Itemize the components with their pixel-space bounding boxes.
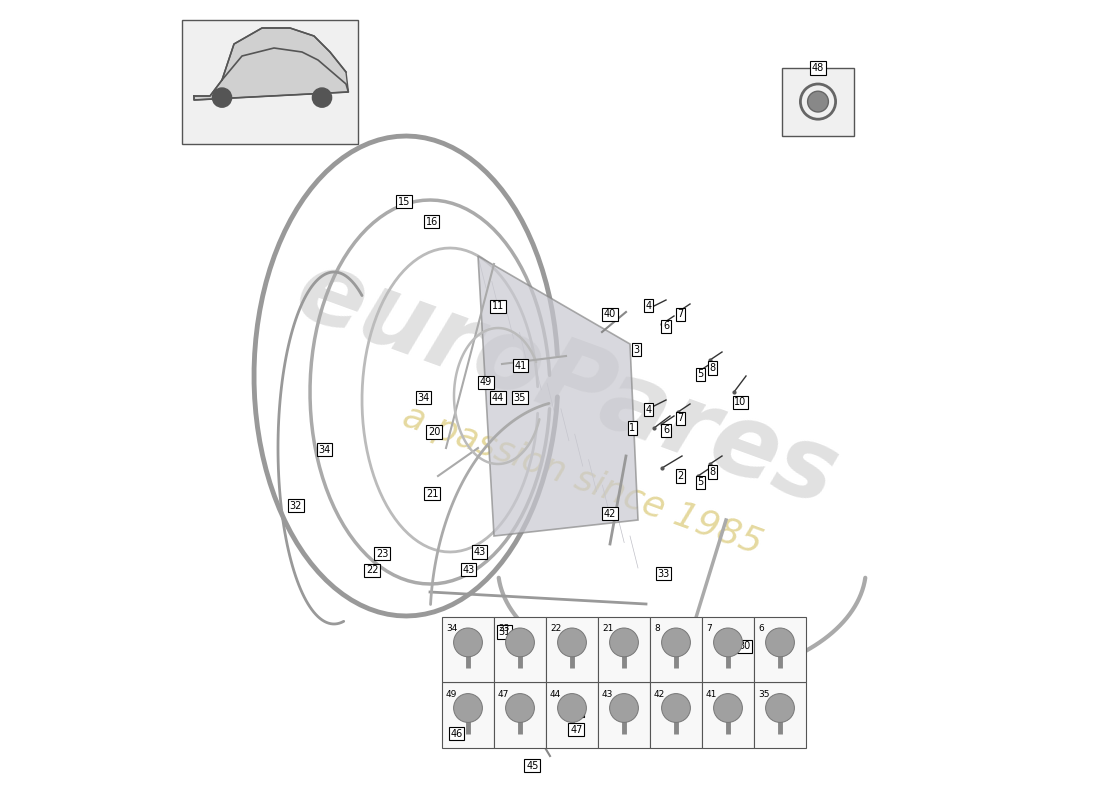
Text: 44: 44 <box>492 393 504 402</box>
Text: 5: 5 <box>697 370 704 379</box>
Text: 5: 5 <box>697 478 704 487</box>
Text: 44: 44 <box>550 690 561 698</box>
Text: 43: 43 <box>602 690 614 698</box>
Text: 34: 34 <box>318 445 330 454</box>
Text: 47: 47 <box>570 725 583 734</box>
Circle shape <box>453 694 483 722</box>
Text: 3: 3 <box>634 345 639 354</box>
Bar <box>442 617 494 682</box>
Bar <box>754 682 806 748</box>
Text: 47: 47 <box>570 706 583 715</box>
Text: 7: 7 <box>678 310 683 319</box>
Text: 30: 30 <box>738 642 750 651</box>
Text: 47: 47 <box>498 690 509 698</box>
Circle shape <box>212 88 232 107</box>
Circle shape <box>766 694 794 722</box>
Text: 23: 23 <box>498 624 509 633</box>
Bar <box>494 682 546 748</box>
Text: 16: 16 <box>426 217 438 226</box>
Text: 41: 41 <box>706 690 717 698</box>
Text: 31: 31 <box>498 627 510 637</box>
Bar <box>650 617 702 682</box>
Text: 35: 35 <box>758 690 770 698</box>
Text: 7: 7 <box>706 624 712 633</box>
Circle shape <box>453 628 483 657</box>
Text: 33: 33 <box>658 569 670 578</box>
Text: 35: 35 <box>514 393 526 402</box>
Circle shape <box>506 694 535 722</box>
Circle shape <box>714 694 742 722</box>
Text: 2: 2 <box>678 471 683 481</box>
Text: 6: 6 <box>758 624 763 633</box>
Circle shape <box>558 628 586 657</box>
Text: a passion since 1985: a passion since 1985 <box>397 399 767 561</box>
Circle shape <box>609 628 638 657</box>
Bar <box>702 617 754 682</box>
Bar <box>442 682 494 748</box>
Text: 15: 15 <box>398 197 410 206</box>
Text: 11: 11 <box>492 302 504 311</box>
Text: 42: 42 <box>654 690 666 698</box>
Bar <box>598 617 650 682</box>
Text: 6: 6 <box>663 426 669 435</box>
Text: 8: 8 <box>710 363 715 373</box>
Text: 34: 34 <box>418 393 430 402</box>
Text: 32: 32 <box>289 501 301 510</box>
Circle shape <box>661 628 691 657</box>
Text: 49: 49 <box>480 378 492 387</box>
Circle shape <box>312 88 331 107</box>
Bar <box>546 682 598 748</box>
Bar <box>754 617 806 682</box>
Text: 48: 48 <box>812 63 824 73</box>
Text: 10: 10 <box>735 398 747 407</box>
Text: 22: 22 <box>366 566 378 575</box>
Text: 43: 43 <box>473 547 486 557</box>
Circle shape <box>661 694 691 722</box>
Bar <box>494 617 546 682</box>
Text: 20: 20 <box>428 427 440 437</box>
Text: 4: 4 <box>646 301 651 310</box>
Bar <box>546 617 598 682</box>
Circle shape <box>558 694 586 722</box>
Text: 41: 41 <box>515 361 527 370</box>
Text: 6: 6 <box>663 322 669 331</box>
Text: 49: 49 <box>446 690 458 698</box>
Text: euroPares: euroPares <box>283 242 849 526</box>
Bar <box>702 682 754 748</box>
Text: 8: 8 <box>710 467 715 477</box>
Text: 21: 21 <box>602 624 614 633</box>
Text: 46: 46 <box>450 729 462 738</box>
Circle shape <box>766 628 794 657</box>
Text: 40: 40 <box>604 310 616 319</box>
Text: 7: 7 <box>678 414 683 423</box>
Circle shape <box>807 91 828 112</box>
Text: 8: 8 <box>654 624 660 633</box>
Text: 42: 42 <box>604 509 616 518</box>
Text: 4: 4 <box>646 405 651 414</box>
Text: 22: 22 <box>550 624 561 633</box>
Circle shape <box>609 694 638 722</box>
Text: 1: 1 <box>629 423 636 433</box>
Text: 21: 21 <box>426 489 439 498</box>
Text: 45: 45 <box>526 761 539 770</box>
Bar <box>598 682 650 748</box>
Circle shape <box>506 628 535 657</box>
Circle shape <box>714 628 742 657</box>
Polygon shape <box>478 256 638 536</box>
FancyBboxPatch shape <box>782 68 854 136</box>
Bar <box>650 682 702 748</box>
Text: 43: 43 <box>462 565 474 574</box>
Text: 34: 34 <box>446 624 458 633</box>
FancyBboxPatch shape <box>182 20 358 144</box>
Polygon shape <box>194 28 349 100</box>
Text: 23: 23 <box>376 549 388 558</box>
